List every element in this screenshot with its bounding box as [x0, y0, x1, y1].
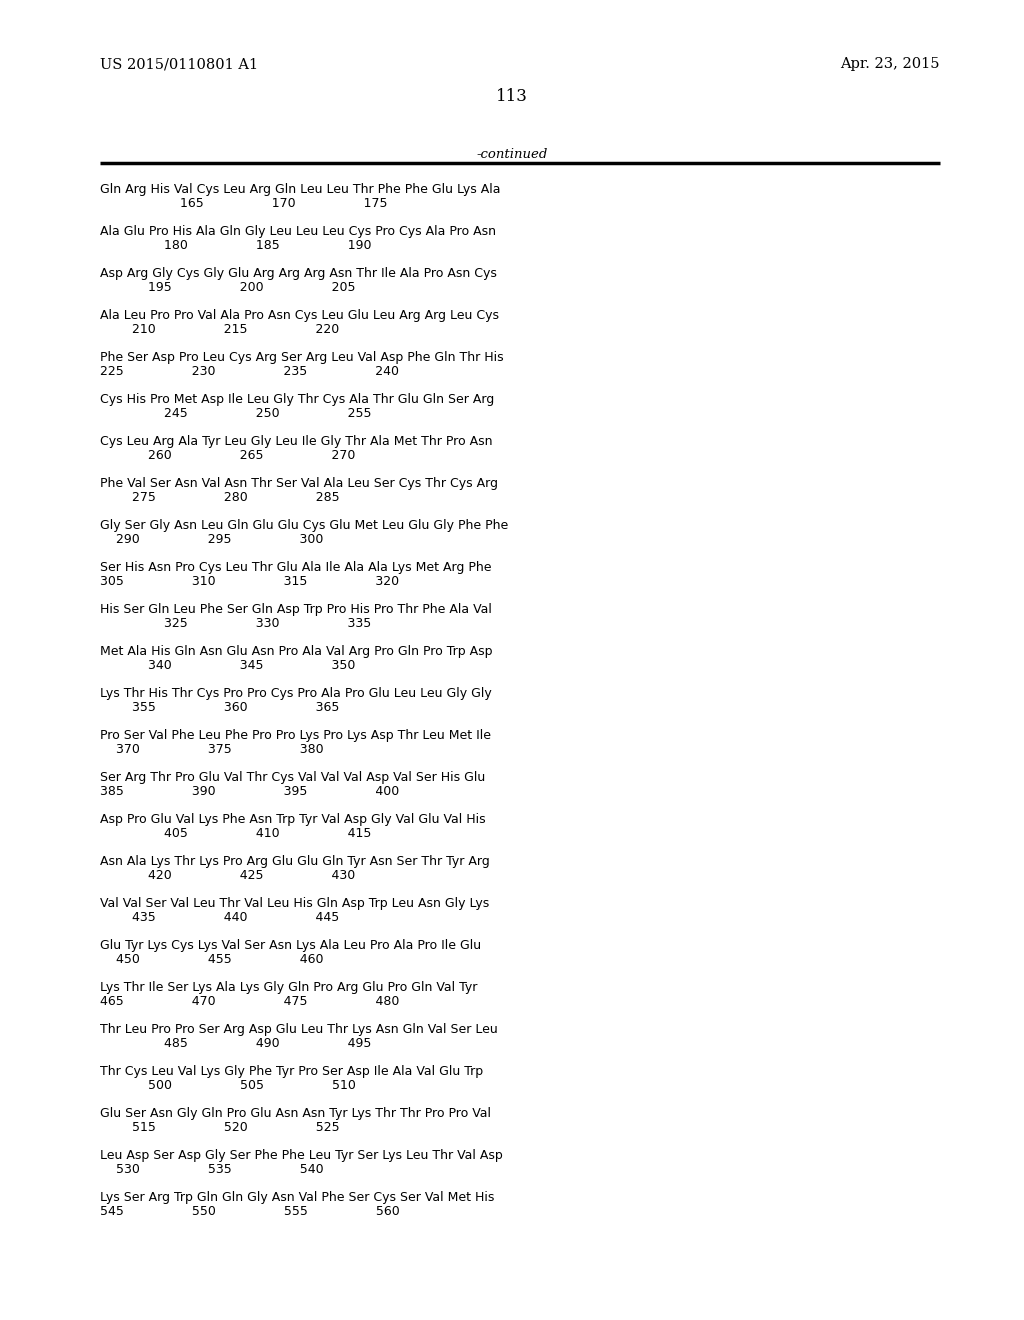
Text: Glu Tyr Lys Cys Lys Val Ser Asn Lys Ala Leu Pro Ala Pro Ile Glu: Glu Tyr Lys Cys Lys Val Ser Asn Lys Ala … — [100, 939, 481, 952]
Text: His Ser Gln Leu Phe Ser Gln Asp Trp Pro His Pro Thr Phe Ala Val: His Ser Gln Leu Phe Ser Gln Asp Trp Pro … — [100, 603, 492, 616]
Text: Thr Leu Pro Pro Ser Arg Asp Glu Leu Thr Lys Asn Gln Val Ser Leu: Thr Leu Pro Pro Ser Arg Asp Glu Leu Thr … — [100, 1023, 498, 1036]
Text: 290                 295                 300: 290 295 300 — [100, 533, 379, 546]
Text: Cys Leu Arg Ala Tyr Leu Gly Leu Ile Gly Thr Ala Met Thr Pro Asn: Cys Leu Arg Ala Tyr Leu Gly Leu Ile Gly … — [100, 436, 493, 447]
Text: 165                 170                 175: 165 170 175 — [100, 197, 387, 210]
Text: 113: 113 — [496, 88, 528, 106]
Text: 210                 215                 220: 210 215 220 — [100, 323, 387, 337]
Text: 435                 440                 445: 435 440 445 — [100, 911, 387, 924]
Text: 370                 375                 380: 370 375 380 — [100, 743, 380, 756]
Text: Met Ala His Gln Asn Glu Asn Pro Ala Val Arg Pro Gln Pro Trp Asp: Met Ala His Gln Asn Glu Asn Pro Ala Val … — [100, 645, 493, 657]
Text: 355                 360                 365: 355 360 365 — [100, 701, 387, 714]
Text: Pro Ser Val Phe Leu Phe Pro Pro Lys Pro Lys Asp Thr Leu Met Ile: Pro Ser Val Phe Leu Phe Pro Pro Lys Pro … — [100, 729, 490, 742]
Text: 545                 550                 555                 560: 545 550 555 560 — [100, 1205, 399, 1218]
Text: US 2015/0110801 A1: US 2015/0110801 A1 — [100, 57, 258, 71]
Text: Apr. 23, 2015: Apr. 23, 2015 — [841, 57, 940, 71]
Text: 180                 185                 190: 180 185 190 — [100, 239, 387, 252]
Text: Asn Ala Lys Thr Lys Pro Arg Glu Glu Gln Tyr Asn Ser Thr Tyr Arg: Asn Ala Lys Thr Lys Pro Arg Glu Glu Gln … — [100, 855, 489, 869]
Text: 485                 490                 495: 485 490 495 — [100, 1038, 387, 1049]
Text: Phe Val Ser Asn Val Asn Thr Ser Val Ala Leu Ser Cys Thr Cys Arg: Phe Val Ser Asn Val Asn Thr Ser Val Ala … — [100, 477, 498, 490]
Text: 450                 455                 460: 450 455 460 — [100, 953, 380, 966]
Text: Lys Ser Arg Trp Gln Gln Gly Asn Val Phe Ser Cys Ser Val Met His: Lys Ser Arg Trp Gln Gln Gly Asn Val Phe … — [100, 1191, 495, 1204]
Text: Ser Arg Thr Pro Glu Val Thr Cys Val Val Val Asp Val Ser His Glu: Ser Arg Thr Pro Glu Val Thr Cys Val Val … — [100, 771, 485, 784]
Text: Phe Ser Asp Pro Leu Cys Arg Ser Arg Leu Val Asp Phe Gln Thr His: Phe Ser Asp Pro Leu Cys Arg Ser Arg Leu … — [100, 351, 504, 364]
Text: 260                 265                 270: 260 265 270 — [100, 449, 387, 462]
Text: Ala Glu Pro His Ala Gln Gly Leu Leu Leu Cys Pro Cys Ala Pro Asn: Ala Glu Pro His Ala Gln Gly Leu Leu Leu … — [100, 224, 496, 238]
Text: Val Val Ser Val Leu Thr Val Leu His Gln Asp Trp Leu Asn Gly Lys: Val Val Ser Val Leu Thr Val Leu His Gln … — [100, 898, 489, 909]
Text: 465                 470                 475                 480: 465 470 475 480 — [100, 995, 399, 1008]
Text: Ala Leu Pro Pro Val Ala Pro Asn Cys Leu Glu Leu Arg Arg Leu Cys: Ala Leu Pro Pro Val Ala Pro Asn Cys Leu … — [100, 309, 499, 322]
Text: 405                 410                 415: 405 410 415 — [100, 828, 387, 840]
Text: 340                 345                 350: 340 345 350 — [100, 659, 387, 672]
Text: 515                 520                 525: 515 520 525 — [100, 1121, 388, 1134]
Text: Leu Asp Ser Asp Gly Ser Phe Phe Leu Tyr Ser Lys Leu Thr Val Asp: Leu Asp Ser Asp Gly Ser Phe Phe Leu Tyr … — [100, 1148, 503, 1162]
Text: -continued: -continued — [476, 148, 548, 161]
Text: 195                 200                 205: 195 200 205 — [100, 281, 387, 294]
Text: 245                 250                 255: 245 250 255 — [100, 407, 387, 420]
Text: Cys His Pro Met Asp Ile Leu Gly Thr Cys Ala Thr Glu Gln Ser Arg: Cys His Pro Met Asp Ile Leu Gly Thr Cys … — [100, 393, 495, 407]
Text: 275                 280                 285: 275 280 285 — [100, 491, 388, 504]
Text: Thr Cys Leu Val Lys Gly Phe Tyr Pro Ser Asp Ile Ala Val Glu Trp: Thr Cys Leu Val Lys Gly Phe Tyr Pro Ser … — [100, 1065, 483, 1078]
Text: 385                 390                 395                 400: 385 390 395 400 — [100, 785, 399, 799]
Text: Gln Arg His Val Cys Leu Arg Gln Leu Leu Thr Phe Phe Glu Lys Ala: Gln Arg His Val Cys Leu Arg Gln Leu Leu … — [100, 183, 501, 195]
Text: Lys Thr Ile Ser Lys Ala Lys Gly Gln Pro Arg Glu Pro Gln Val Tyr: Lys Thr Ile Ser Lys Ala Lys Gly Gln Pro … — [100, 981, 477, 994]
Text: 500                 505                 510: 500 505 510 — [100, 1078, 388, 1092]
Text: 530                 535                 540: 530 535 540 — [100, 1163, 380, 1176]
Text: Lys Thr His Thr Cys Pro Pro Cys Pro Ala Pro Glu Leu Leu Gly Gly: Lys Thr His Thr Cys Pro Pro Cys Pro Ala … — [100, 686, 492, 700]
Text: 305                 310                 315                 320: 305 310 315 320 — [100, 576, 399, 587]
Text: 225                 230                 235                 240: 225 230 235 240 — [100, 366, 399, 378]
Text: Asp Arg Gly Cys Gly Glu Arg Arg Arg Asn Thr Ile Ala Pro Asn Cys: Asp Arg Gly Cys Gly Glu Arg Arg Arg Asn … — [100, 267, 497, 280]
Text: Ser His Asn Pro Cys Leu Thr Glu Ala Ile Ala Ala Lys Met Arg Phe: Ser His Asn Pro Cys Leu Thr Glu Ala Ile … — [100, 561, 492, 574]
Text: Asp Pro Glu Val Lys Phe Asn Trp Tyr Val Asp Gly Val Glu Val His: Asp Pro Glu Val Lys Phe Asn Trp Tyr Val … — [100, 813, 485, 826]
Text: 420                 425                 430: 420 425 430 — [100, 869, 387, 882]
Text: 325                 330                 335: 325 330 335 — [100, 616, 387, 630]
Text: Gly Ser Gly Asn Leu Gln Glu Glu Cys Glu Met Leu Glu Gly Phe Phe: Gly Ser Gly Asn Leu Gln Glu Glu Cys Glu … — [100, 519, 508, 532]
Text: Glu Ser Asn Gly Gln Pro Glu Asn Asn Tyr Lys Thr Thr Pro Pro Val: Glu Ser Asn Gly Gln Pro Glu Asn Asn Tyr … — [100, 1107, 490, 1119]
